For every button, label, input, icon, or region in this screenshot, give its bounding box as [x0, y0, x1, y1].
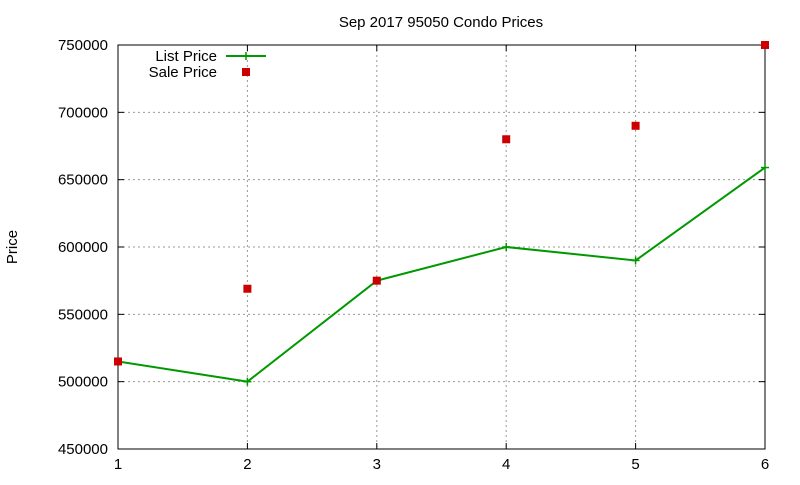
y-tick-label: 500000	[58, 374, 108, 391]
sale-price-point	[761, 41, 769, 49]
list-price-point	[761, 163, 769, 172]
list-price-point	[502, 243, 511, 251]
sale-price-point	[114, 357, 122, 366]
x-tick-label: 2	[243, 456, 251, 473]
y-axis-label: Price	[4, 230, 21, 264]
y-tick-label: 700000	[58, 104, 108, 121]
series	[114, 41, 769, 386]
list-price-point	[631, 256, 640, 265]
x-tick-label: 1	[114, 456, 122, 473]
x-tick-label: 6	[761, 456, 769, 473]
x-tick-label: 3	[373, 456, 381, 473]
y-tick-label: 650000	[58, 172, 108, 189]
legend-label-sale-price: Sale Price	[149, 64, 217, 81]
sale-price-point	[372, 276, 381, 285]
axis-ticks: 450000 500000 550000 600000 650000 700000 7500…	[58, 37, 769, 473]
list-price-line	[117, 166, 766, 383]
y-tick-label: 550000	[58, 306, 108, 323]
sale-price-point	[631, 121, 640, 130]
list-price-point	[243, 377, 252, 386]
sale-price-point	[243, 284, 252, 293]
sale-price-point	[502, 135, 511, 144]
legend-label-list-price: List Price	[155, 48, 217, 65]
x-tick-label: 4	[502, 456, 510, 473]
x-tick-label: 5	[631, 456, 639, 473]
plot-frame	[117, 44, 766, 450]
y-tick-label: 750000	[58, 37, 108, 54]
legend-swatch-sale-price	[242, 68, 250, 76]
grid	[118, 45, 765, 449]
chart-title: Sep 2017 95050 Condo Prices	[339, 14, 543, 31]
y-tick-label: 450000	[58, 441, 108, 458]
y-tick-label: 600000	[58, 239, 108, 256]
